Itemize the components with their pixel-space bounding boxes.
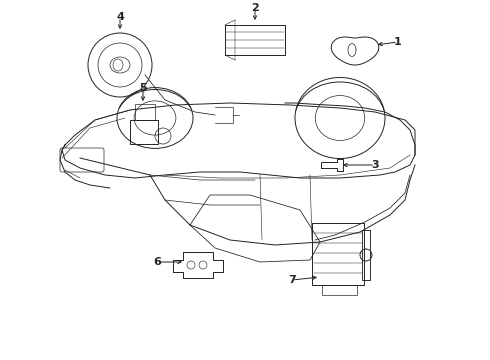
Bar [362, 230, 370, 280]
Text: 1: 1 [394, 37, 402, 47]
Text: 6: 6 [153, 257, 161, 267]
Bar [130, 120, 158, 144]
Bar [322, 285, 357, 295]
Bar [362, 230, 370, 280]
Bar [312, 223, 364, 285]
Text: 5: 5 [139, 83, 147, 93]
Text: 3: 3 [371, 160, 379, 170]
Text: 4: 4 [116, 12, 124, 22]
Text: 7: 7 [288, 275, 296, 285]
Bar [135, 104, 155, 120]
Text: 2: 2 [251, 3, 259, 13]
